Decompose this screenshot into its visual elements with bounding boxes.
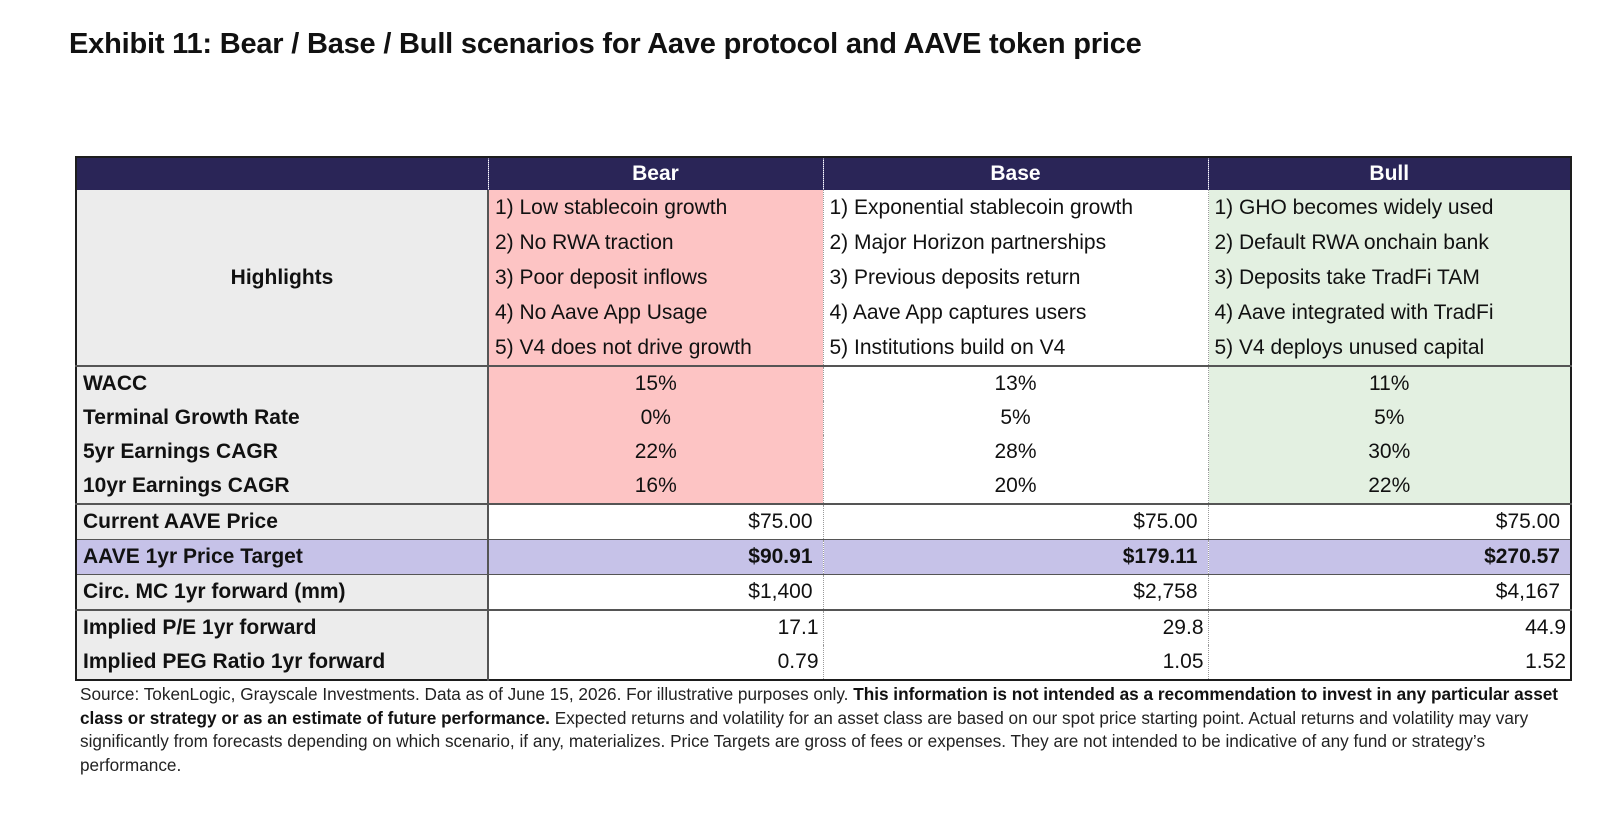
bull-value: 30% [1207,435,1571,469]
base-highlight-item: 2) Major Horizon partnerships [829,231,1107,254]
bear-value: $1,400 [488,574,823,610]
bear-highlights: 1) Low stablecoin growth 2) No RWA tract… [488,190,823,366]
bear-highlight-item: 2) No RWA traction [495,231,674,254]
base-value: $2,758 [822,574,1208,610]
bear-value: $90.91 [488,539,823,575]
bull-highlight-item: 3) Deposits take TradFi TAM [1214,266,1480,289]
base-highlight-item: 4) Aave App captures users [829,301,1087,324]
header-corner [76,157,488,190]
table-row-wacc: WACC 15% 13% 11% [76,365,1571,401]
bear-value: 0.79 [777,650,819,673]
base-highlight-item: 1) Exponential stablecoin growth [829,196,1134,219]
table-row-terminal-growth: Terminal Growth Rate 0% 5% 5% [76,401,1571,435]
bear-value: $75.00 [488,503,823,540]
bear-value: 15% [488,365,823,401]
bear-highlight-item: 5) V4 does not drive growth [495,336,752,359]
base-value: $179.11 [822,539,1208,575]
base-value: $75.00 [822,503,1208,540]
bear-value: 17.1 [488,609,823,645]
bull-value: 44.9 [1207,609,1571,645]
table-row-implied-pe: Implied P/E 1yr forward 17.1 29.8 44.9 [76,609,1571,645]
base-value: 5% [822,401,1208,435]
row-label: Circ. MC 1yr forward (mm) [76,574,489,610]
table-row-5yr-cagr: 5yr Earnings CAGR 22% 28% 30% [76,435,1571,469]
bull-highlight-item: 2) Default RWA onchain bank [1214,231,1489,254]
bull-value: $4,167 [1207,574,1571,610]
bear-highlight-item: 1) Low stablecoin growth [495,196,728,219]
row-label: AAVE 1yr Price Target [76,539,489,575]
row-label: 5yr Earnings CAGR [76,435,489,469]
base-value: 1.05 [822,645,1208,680]
bull-highlight-item: 1) GHO becomes widely used [1214,196,1494,219]
bear-highlight-item: 4) No Aave App Usage [495,301,708,324]
bull-highlights: 1) GHO becomes widely used 2) Default RW… [1207,190,1571,366]
base-value: 20% [822,469,1208,504]
row-label: Implied PEG Ratio 1yr forward [76,645,489,680]
column-header-base: Base [822,157,1208,190]
bear-value: 0% [488,401,823,435]
row-label: Current AAVE Price [76,503,489,540]
bull-highlight-item: 5) V4 deploys unused capital [1214,336,1485,359]
row-label: Implied P/E 1yr forward [76,609,489,645]
table-row-10yr-cagr: 10yr Earnings CAGR 16% 20% 22% [76,469,1571,504]
bull-value: $75.00 [1207,503,1571,540]
exhibit-title: Exhibit 11: Bear / Base / Bull scenarios… [69,28,1142,60]
base-value: 13% [822,365,1208,401]
bull-value: 22% [1207,469,1571,504]
bull-value: 11% [1207,365,1571,401]
table-header-row: Bear Base Bull [76,157,1571,190]
bull-highlight-item: 4) Aave integrated with TradFi [1214,301,1494,324]
disclaimer-bold-text: This information is not intended as a re… [80,684,1559,728]
scenario-table: Bear Base Bull Highlights 1) Low stablec… [75,156,1572,681]
base-value: 28% [822,435,1208,469]
highlights-row: Highlights 1) Low stablecoin growth 2) N… [76,190,1571,366]
row-label: 10yr Earnings CAGR [76,469,489,504]
base-highlight-item: 5) Institutions build on V4 [829,336,1066,359]
table-row-current-price: Current AAVE Price $75.00 $75.00 $75.00 [76,503,1571,540]
bear-value: 16% [488,469,823,504]
base-value: 29.8 [822,609,1208,645]
bear-highlight-item: 3) Poor deposit inflows [495,266,708,289]
column-header-bull: Bull [1207,157,1571,190]
column-header-bear: Bear [487,157,823,190]
row-label: WACC [76,365,489,401]
bear-value: 22% [488,435,823,469]
bull-value: 5% [1207,401,1571,435]
disclaimer-text: Expected returns and volatility for an a… [80,707,1529,775]
source-disclaimer-note: Source: TokenLogic, Grayscale Investment… [80,683,1570,777]
source-note-text: Source: TokenLogic, Grayscale Investment… [80,684,854,704]
table-row-circ-mc: Circ. MC 1yr forward (mm) $1,400 $2,758 … [76,574,1571,610]
highlights-label: Highlights [76,190,489,366]
base-highlight-item: 3) Previous deposits return [829,266,1081,289]
bull-value: 1.52 [1207,645,1571,680]
row-label: Terminal Growth Rate [76,401,489,435]
bull-value: $270.57 [1207,539,1571,575]
table-row-implied-peg: Implied PEG Ratio 1yr forward 0.79 1.05 … [76,645,1571,680]
base-highlights: 1) Exponential stablecoin growth 2) Majo… [822,190,1208,366]
table-row-price-target: AAVE 1yr Price Target $90.91 $179.11 $27… [76,539,1571,575]
